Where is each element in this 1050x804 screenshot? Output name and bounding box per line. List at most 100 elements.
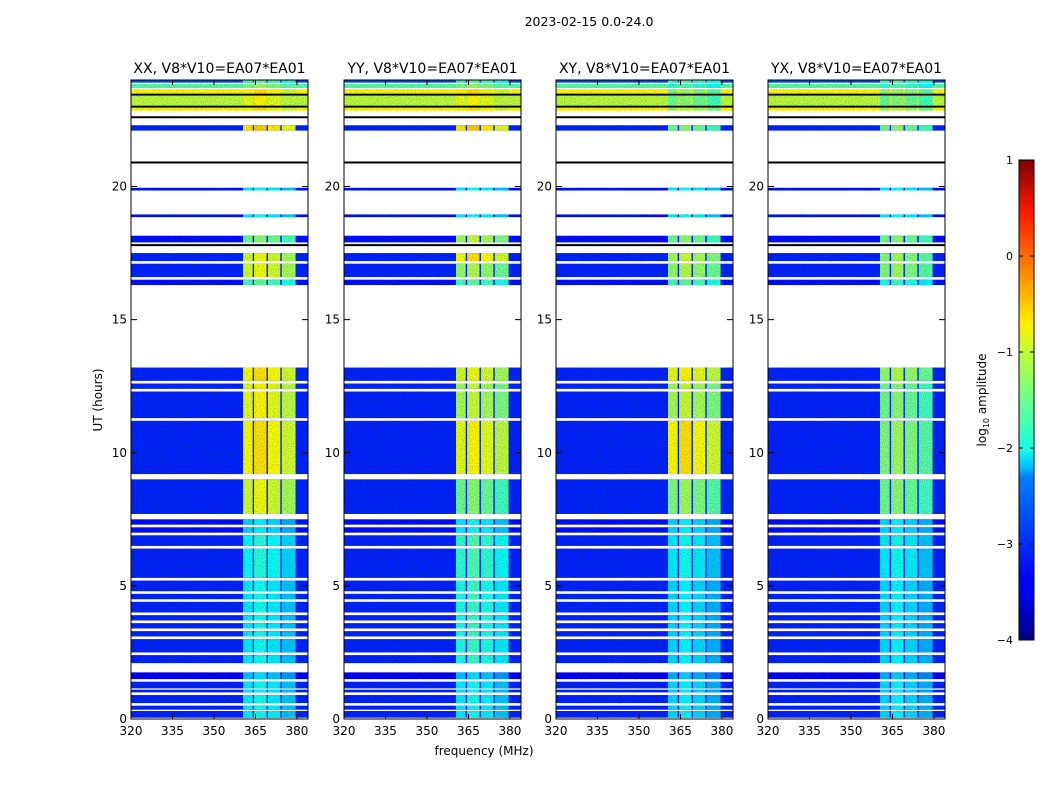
x-axis-label: frequency (MHz) bbox=[434, 744, 533, 758]
noise-overlay bbox=[768, 80, 945, 83]
noise-overlay bbox=[556, 125, 733, 131]
heatmap-rows bbox=[556, 80, 733, 718]
x-tick-label: 380 bbox=[710, 724, 733, 738]
noise-overlay bbox=[344, 705, 521, 710]
y-tick-label: 0 bbox=[756, 712, 764, 726]
noise-overlay bbox=[556, 89, 733, 94]
colorbar-tick-label: −3 bbox=[997, 538, 1013, 551]
noise-overlay bbox=[556, 367, 733, 381]
noise-overlay bbox=[131, 263, 308, 278]
noise-overlay bbox=[556, 420, 733, 475]
colorbar-label: log10 amplitude bbox=[975, 354, 991, 447]
noise-overlay bbox=[131, 187, 308, 191]
panel-2: XY, V8*V10=EA07*EA01 320 335 350 365 380 0 5 10 1… bbox=[537, 61, 734, 738]
noise-overlay bbox=[556, 535, 733, 546]
noise-overlay bbox=[344, 263, 521, 278]
y-tick-label: 15 bbox=[749, 313, 764, 327]
noise-overlay bbox=[344, 711, 521, 718]
noise-overlay bbox=[768, 420, 945, 475]
noise-overlay bbox=[768, 601, 945, 613]
noise-overlay bbox=[131, 527, 308, 533]
noise-overlay bbox=[768, 705, 945, 710]
x-tick-label: 350 bbox=[203, 724, 226, 738]
noise-overlay bbox=[768, 367, 945, 381]
noise-overlay bbox=[131, 593, 308, 600]
panel-title: XX, V8*V10=EA07*EA01 bbox=[133, 61, 305, 77]
y-tick-label: 10 bbox=[749, 446, 764, 460]
noise-overlay bbox=[344, 631, 521, 637]
noise-overlay bbox=[556, 711, 733, 718]
noise-overlay bbox=[344, 601, 521, 613]
noise-overlay bbox=[131, 83, 308, 88]
noise-overlay bbox=[131, 519, 308, 525]
colorbar-tick-label: 0 bbox=[1006, 250, 1013, 263]
noise-overlay bbox=[131, 235, 308, 243]
noise-overlay bbox=[344, 695, 521, 704]
noise-overlay bbox=[344, 253, 521, 262]
x-tick-label: 320 bbox=[757, 724, 780, 738]
colorbar: 1 0 −1 −2 −3 −4 log10 amplitude bbox=[975, 154, 1035, 647]
noise-overlay bbox=[556, 107, 733, 111]
y-tick-label: 0 bbox=[119, 712, 127, 726]
noise-overlay bbox=[556, 580, 733, 592]
noise-overlay bbox=[556, 83, 733, 88]
heatmap-rows bbox=[768, 80, 945, 718]
noise-overlay bbox=[131, 535, 308, 546]
noise-overlay bbox=[768, 672, 945, 680]
x-tick-label: 350 bbox=[416, 724, 439, 738]
y-tick-label: 10 bbox=[112, 446, 127, 460]
y-tick-label: 5 bbox=[756, 579, 764, 593]
x-tick-label: 380 bbox=[285, 724, 308, 738]
noise-overlay bbox=[131, 705, 308, 710]
heatmap-rows bbox=[344, 80, 521, 718]
noise-overlay bbox=[344, 548, 521, 578]
noise-overlay bbox=[768, 695, 945, 704]
x-tick-label: 365 bbox=[881, 724, 904, 738]
noise-overlay bbox=[344, 615, 521, 621]
noise-overlay bbox=[556, 623, 733, 629]
noise-overlay bbox=[344, 580, 521, 592]
noise-overlay bbox=[556, 527, 733, 533]
noise-overlay bbox=[131, 631, 308, 637]
noise-overlay bbox=[556, 631, 733, 637]
noise-overlay bbox=[344, 519, 521, 525]
y-tick-label: 15 bbox=[537, 313, 552, 327]
noise-overlay bbox=[556, 214, 733, 218]
x-tick-label: 320 bbox=[120, 724, 143, 738]
noise-overlay bbox=[344, 420, 521, 475]
noise-overlay bbox=[131, 672, 308, 680]
noise-overlay bbox=[131, 80, 308, 83]
noise-overlay bbox=[556, 689, 733, 693]
panel-1: YY, V8*V10=EA07*EA01 320 335 350 365 380 0 5 10 1… bbox=[325, 61, 522, 738]
noise-overlay bbox=[131, 639, 308, 653]
noise-overlay bbox=[344, 214, 521, 218]
noise-overlay bbox=[344, 80, 521, 83]
plot-frame bbox=[767, 79, 946, 720]
noise-overlay bbox=[131, 548, 308, 578]
y-tick-label: 20 bbox=[749, 180, 764, 194]
noise-overlay bbox=[556, 655, 733, 664]
noise-overlay bbox=[344, 623, 521, 629]
noise-overlay bbox=[768, 107, 945, 111]
noise-overlay bbox=[344, 593, 521, 600]
x-tick-label: 380 bbox=[922, 724, 945, 738]
noise-overlay bbox=[556, 695, 733, 704]
noise-overlay bbox=[131, 681, 308, 689]
x-tick-label: 380 bbox=[498, 724, 521, 738]
noise-overlay bbox=[768, 214, 945, 218]
noise-overlay bbox=[131, 601, 308, 613]
noise-overlay bbox=[556, 601, 733, 613]
noise-overlay bbox=[131, 615, 308, 621]
noise-overlay bbox=[131, 279, 308, 286]
noise-overlay bbox=[556, 479, 733, 514]
x-tick-label: 365 bbox=[669, 724, 692, 738]
y-tick-label: 20 bbox=[112, 180, 127, 194]
noise-overlay bbox=[768, 89, 945, 94]
colorbar-tick-label: −4 bbox=[997, 634, 1013, 647]
x-tick-label: 335 bbox=[161, 724, 184, 738]
panel-title: YX, V8*V10=EA07*EA01 bbox=[770, 61, 942, 77]
noise-overlay bbox=[556, 615, 733, 621]
noise-overlay bbox=[768, 263, 945, 278]
noise-overlay bbox=[131, 125, 308, 131]
